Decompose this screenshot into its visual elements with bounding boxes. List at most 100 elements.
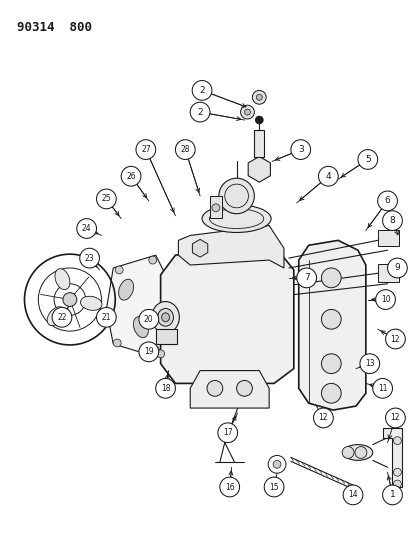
Circle shape — [96, 189, 116, 209]
Circle shape — [320, 383, 340, 403]
Circle shape — [115, 266, 123, 274]
Text: 21: 21 — [101, 313, 111, 322]
Circle shape — [377, 191, 396, 211]
Text: 14: 14 — [347, 490, 357, 499]
Bar — [377, 230, 399, 246]
Text: 7: 7 — [303, 273, 309, 282]
Text: 12: 12 — [390, 335, 399, 343]
Circle shape — [135, 140, 155, 159]
Text: 22: 22 — [57, 313, 66, 322]
Polygon shape — [298, 240, 365, 410]
Circle shape — [218, 178, 254, 214]
Circle shape — [206, 381, 222, 396]
Text: 26: 26 — [126, 172, 135, 181]
Bar — [377, 264, 399, 282]
Text: 11: 11 — [377, 384, 387, 393]
Circle shape — [392, 480, 400, 488]
Polygon shape — [192, 239, 207, 257]
Bar — [155, 329, 177, 344]
Circle shape — [121, 166, 140, 186]
Circle shape — [320, 354, 340, 374]
Circle shape — [76, 219, 96, 238]
Text: 12: 12 — [390, 414, 399, 423]
Circle shape — [80, 248, 99, 268]
Text: 2: 2 — [199, 86, 204, 95]
Circle shape — [382, 485, 401, 505]
Circle shape — [240, 105, 254, 119]
Circle shape — [313, 408, 332, 428]
Text: 10: 10 — [380, 295, 389, 304]
Polygon shape — [382, 428, 401, 487]
Text: 24: 24 — [82, 224, 91, 233]
Circle shape — [290, 140, 310, 159]
Circle shape — [320, 268, 340, 288]
Polygon shape — [160, 245, 293, 383]
Ellipse shape — [157, 309, 173, 326]
Circle shape — [342, 485, 362, 505]
Circle shape — [296, 268, 316, 288]
Circle shape — [236, 381, 252, 396]
Circle shape — [382, 211, 401, 230]
Ellipse shape — [152, 302, 179, 333]
Ellipse shape — [133, 317, 148, 337]
Polygon shape — [178, 225, 283, 268]
Circle shape — [392, 437, 400, 445]
Ellipse shape — [119, 279, 133, 300]
Text: 19: 19 — [144, 348, 153, 357]
Circle shape — [387, 258, 406, 278]
Circle shape — [113, 339, 121, 347]
Circle shape — [354, 447, 366, 458]
Text: 25: 25 — [101, 195, 111, 204]
Circle shape — [139, 342, 158, 362]
Ellipse shape — [161, 313, 169, 322]
Circle shape — [156, 350, 164, 358]
Circle shape — [155, 378, 175, 398]
Circle shape — [63, 293, 76, 306]
Circle shape — [219, 477, 239, 497]
Text: 18: 18 — [160, 384, 170, 393]
Polygon shape — [190, 370, 268, 408]
Text: 90314  800: 90314 800 — [17, 21, 91, 34]
Ellipse shape — [55, 269, 70, 289]
Ellipse shape — [202, 205, 271, 232]
Text: 9: 9 — [394, 263, 399, 272]
Circle shape — [359, 354, 379, 374]
Circle shape — [252, 91, 266, 104]
Ellipse shape — [342, 445, 372, 461]
Circle shape — [148, 256, 156, 264]
Circle shape — [385, 329, 404, 349]
Circle shape — [385, 408, 404, 428]
Text: 20: 20 — [144, 315, 153, 324]
Circle shape — [273, 461, 280, 469]
Text: 1: 1 — [389, 490, 394, 499]
Circle shape — [341, 447, 353, 458]
Circle shape — [372, 378, 392, 398]
Text: 16: 16 — [224, 482, 234, 491]
Text: 27: 27 — [141, 145, 150, 154]
Circle shape — [217, 423, 237, 442]
Text: 28: 28 — [180, 145, 190, 154]
Text: 3: 3 — [297, 145, 303, 154]
Text: 15: 15 — [268, 482, 278, 491]
Circle shape — [139, 310, 158, 329]
Circle shape — [318, 166, 337, 186]
Circle shape — [255, 116, 263, 124]
Circle shape — [192, 80, 211, 100]
Text: 8: 8 — [389, 216, 394, 225]
Polygon shape — [106, 255, 170, 357]
Text: 2: 2 — [197, 108, 202, 117]
Text: 4: 4 — [325, 172, 330, 181]
Text: 5: 5 — [364, 155, 370, 164]
Text: 12: 12 — [318, 414, 328, 423]
Circle shape — [96, 308, 116, 327]
Circle shape — [375, 289, 394, 310]
Circle shape — [52, 308, 72, 327]
Ellipse shape — [80, 296, 102, 310]
Ellipse shape — [47, 307, 64, 326]
Circle shape — [211, 204, 219, 212]
Bar — [209, 196, 221, 217]
Text: 17: 17 — [222, 428, 232, 437]
Circle shape — [357, 150, 377, 169]
Text: 23: 23 — [85, 254, 94, 263]
Text: 6: 6 — [384, 196, 389, 205]
